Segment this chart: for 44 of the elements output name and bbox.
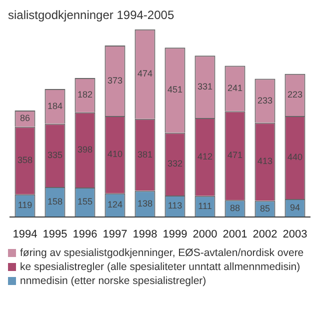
data-label: 381	[137, 149, 153, 160]
data-label: 86	[20, 113, 30, 124]
data-label: 332	[167, 158, 183, 169]
data-label: 182	[77, 90, 93, 100]
data-label: 233	[257, 95, 273, 106]
data-label: 184	[47, 100, 63, 111]
data-label: 155	[77, 196, 93, 207]
data-label: 158	[47, 196, 63, 206]
x-tick-label: 1996	[72, 228, 98, 240]
chart-title: sialistgodkjenninger 1994-2005	[8, 8, 176, 22]
data-label: 241	[227, 82, 243, 93]
data-label: 85	[260, 203, 270, 214]
data-label: 113	[168, 200, 182, 211]
data-label: 398	[77, 144, 93, 154]
data-label: 223	[287, 89, 303, 100]
x-tick-label: 2001	[222, 228, 248, 240]
data-label: 124	[107, 200, 123, 210]
x-tick-label: 1997	[102, 228, 128, 240]
x-tick-label: 1994	[12, 228, 38, 240]
data-label: 410	[107, 149, 123, 160]
data-label: 88	[230, 202, 240, 213]
data-label: 412	[197, 151, 213, 162]
data-label: 471	[227, 150, 243, 160]
data-label: 119	[18, 200, 32, 210]
data-label: 451	[167, 84, 183, 95]
x-tick-label: 1999	[162, 228, 188, 240]
data-label: 440	[287, 152, 303, 162]
legend-label: føring av spesialistgodkjenninger, EØS-avtalen/nordisk overe	[20, 246, 304, 260]
x-tick-label: 2000	[192, 228, 218, 240]
legend-label: nnmedisin (etter norske spesialistregler)	[20, 274, 206, 288]
data-label: 413	[257, 156, 273, 166]
data-label: 331	[197, 81, 213, 92]
x-tick-label: 1995	[42, 228, 68, 240]
data-label: 138	[137, 198, 153, 208]
x-tick-label: 2002	[252, 228, 278, 240]
data-label: 474	[137, 68, 153, 79]
legend-label: ke spesialistregler (alle spesialiteter unntatt allmennmedisin)	[20, 260, 300, 274]
x-tick-label: 1998	[132, 228, 158, 240]
data-label: 335	[47, 150, 63, 160]
data-label: 111	[198, 200, 212, 211]
data-label: 373	[107, 75, 123, 86]
data-label: 94	[290, 202, 300, 212]
data-label: 358	[17, 155, 33, 166]
x-tick-label: 2003	[282, 228, 308, 240]
